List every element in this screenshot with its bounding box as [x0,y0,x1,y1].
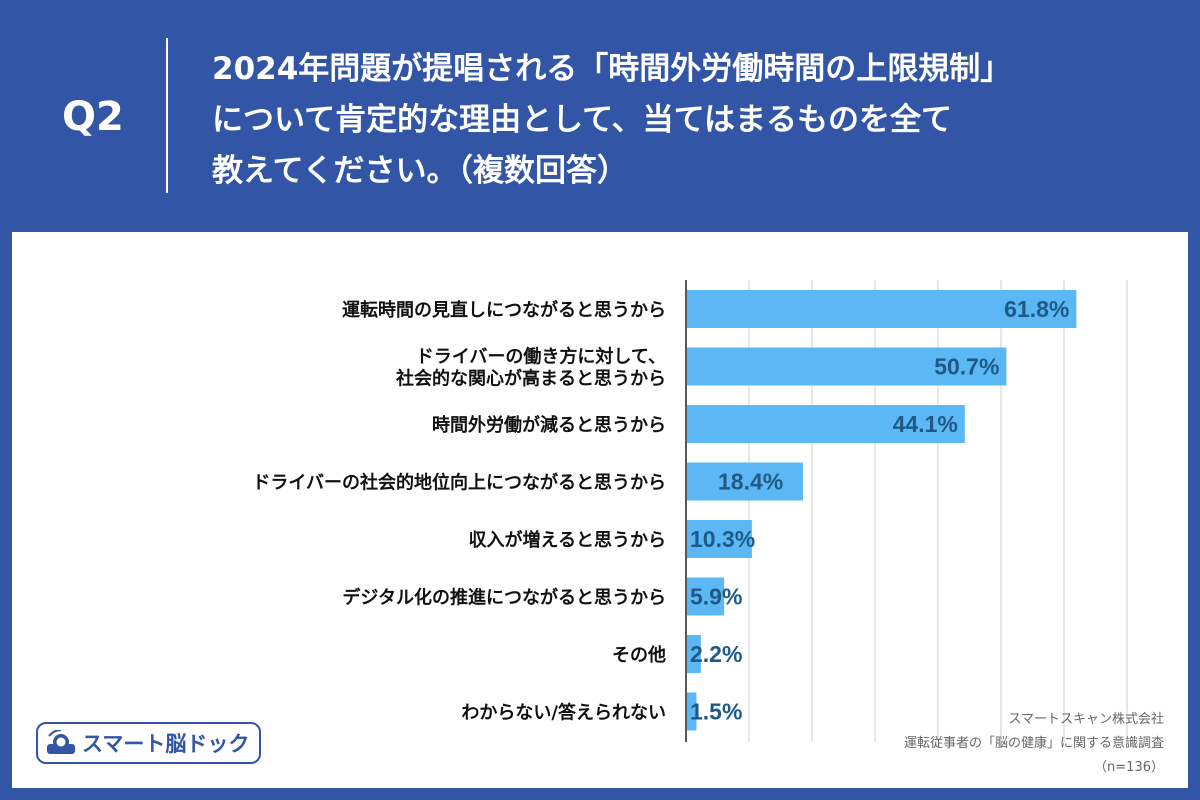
data-label: 18.4% [718,469,783,495]
data-label: 44.1% [893,411,958,437]
data-label: 5.9% [690,584,742,610]
category-label: 時間外労働が減ると思うから [432,414,666,436]
question-line-2: について肯定的な理由として、当てはまるものを全て [212,102,952,138]
category-label: 収入が増えると思うから [469,529,666,551]
bar [687,405,965,443]
category-label: その他 [612,644,666,666]
source-note: スマートスキャン株式会社 運転従事者の「脳の健康」に関する意識調査 （n=136… [904,708,1164,780]
brand-logo: スマート脳ドック [36,722,262,764]
data-label: 50.7% [934,354,999,380]
brain-scanner-icon [47,730,75,754]
category-label: わからない/答えられない [461,702,666,724]
data-label: 10.3% [690,526,755,552]
bar [687,347,1007,386]
bar-chart: 61.8% 運転時間の見直しにつながると思うから 50.7% ドライバーの働き方に対し… [252,280,1128,742]
bar [687,635,701,673]
source-survey: 運転従事者の「脳の健康」に関する意識調査 [903,736,1164,751]
bar [687,577,725,616]
logo-text: スマート脳ドック [82,732,250,756]
question-number: Q2 [62,94,124,140]
bar [687,520,752,558]
question-text: 2024年問題が提唱される「時間外労働時間の上限規制」 について肯定的な理由とし… [212,44,1172,197]
data-label: 61.8% [1004,296,1069,322]
bar [687,692,697,731]
chart-panel: 61.8% 運転時間の見直しにつながると思うから 50.7% ドライバーの働き方に対し… [12,232,1188,788]
sample-size: （n=136） [1094,760,1164,775]
bar [687,290,1077,328]
category-label: ドライバーの働き方に対して、 [416,346,666,368]
data-label: 1.5% [690,699,742,725]
data-label: 2.2% [690,641,742,667]
category-label: ドライバーの社会的地位向上につながると思うから [252,472,666,494]
category-label: 社会的な関心が高まると思うから [396,368,666,390]
question-line-3: 教えてください。（複数回答） [212,153,629,189]
category-label: デジタル化の推進につながると思うから [342,587,666,609]
header-divider [166,38,168,193]
source-company: スマートスキャン株式会社 [1008,712,1164,727]
category-label: 運転時間の見直しにつながると思うから [342,299,666,321]
question-line-1: 2024年問題が提唱される「時間外労働時間の上限規制」 [212,51,1012,87]
bar [687,462,803,501]
